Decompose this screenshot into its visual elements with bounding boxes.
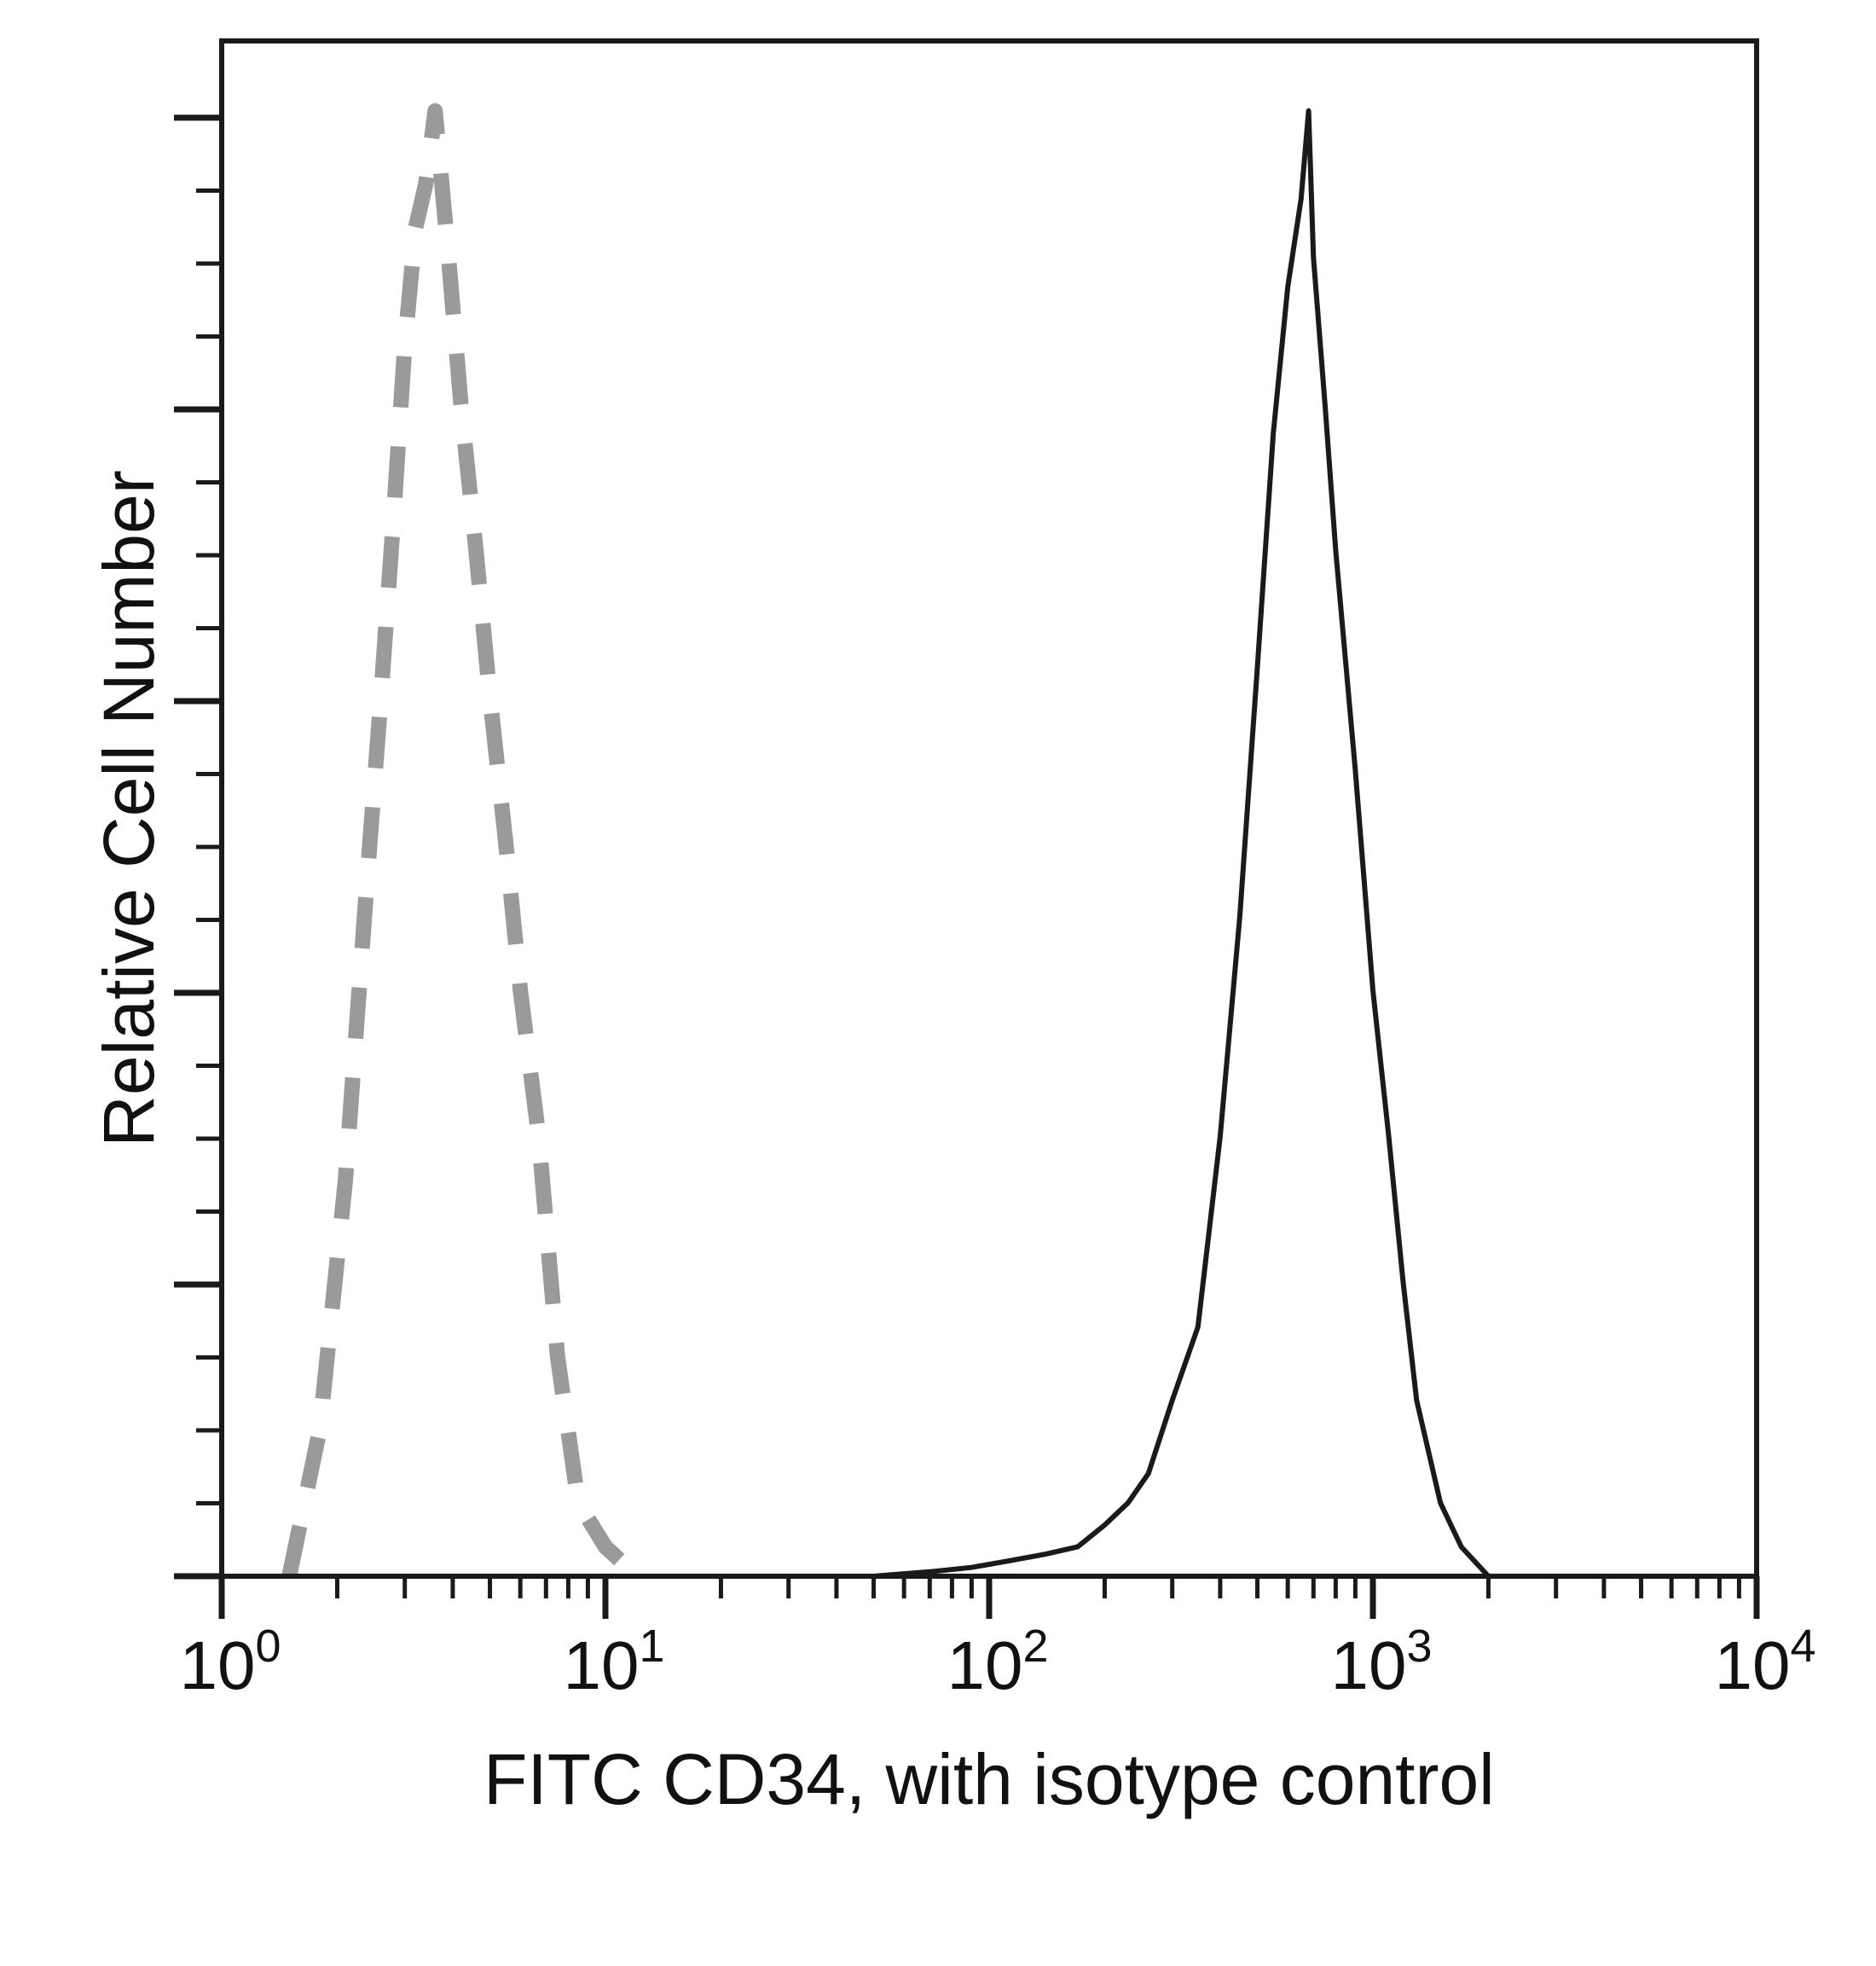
y-axis-label: Relative Cell Number bbox=[89, 470, 169, 1147]
x-tick-label: 104 bbox=[1714, 1621, 1815, 1703]
x-tick-label: 100 bbox=[179, 1621, 281, 1703]
x-axis-label: FITC CD34, with isotype control bbox=[483, 1739, 1495, 1819]
cd34-stained-curve bbox=[219, 108, 1759, 1579]
x-tick-label: 102 bbox=[947, 1621, 1048, 1703]
x-tick-label: 101 bbox=[563, 1621, 664, 1703]
x-tick-label: 103 bbox=[1330, 1621, 1432, 1703]
y-axis-ticks bbox=[174, 114, 222, 1580]
isotype-control-curve bbox=[281, 103, 650, 1584]
series-layer bbox=[219, 103, 1759, 1584]
x-axis-ticks bbox=[218, 1576, 1760, 1619]
x-axis-tick-labels: 100 101 102 103 104 bbox=[179, 1621, 1815, 1703]
